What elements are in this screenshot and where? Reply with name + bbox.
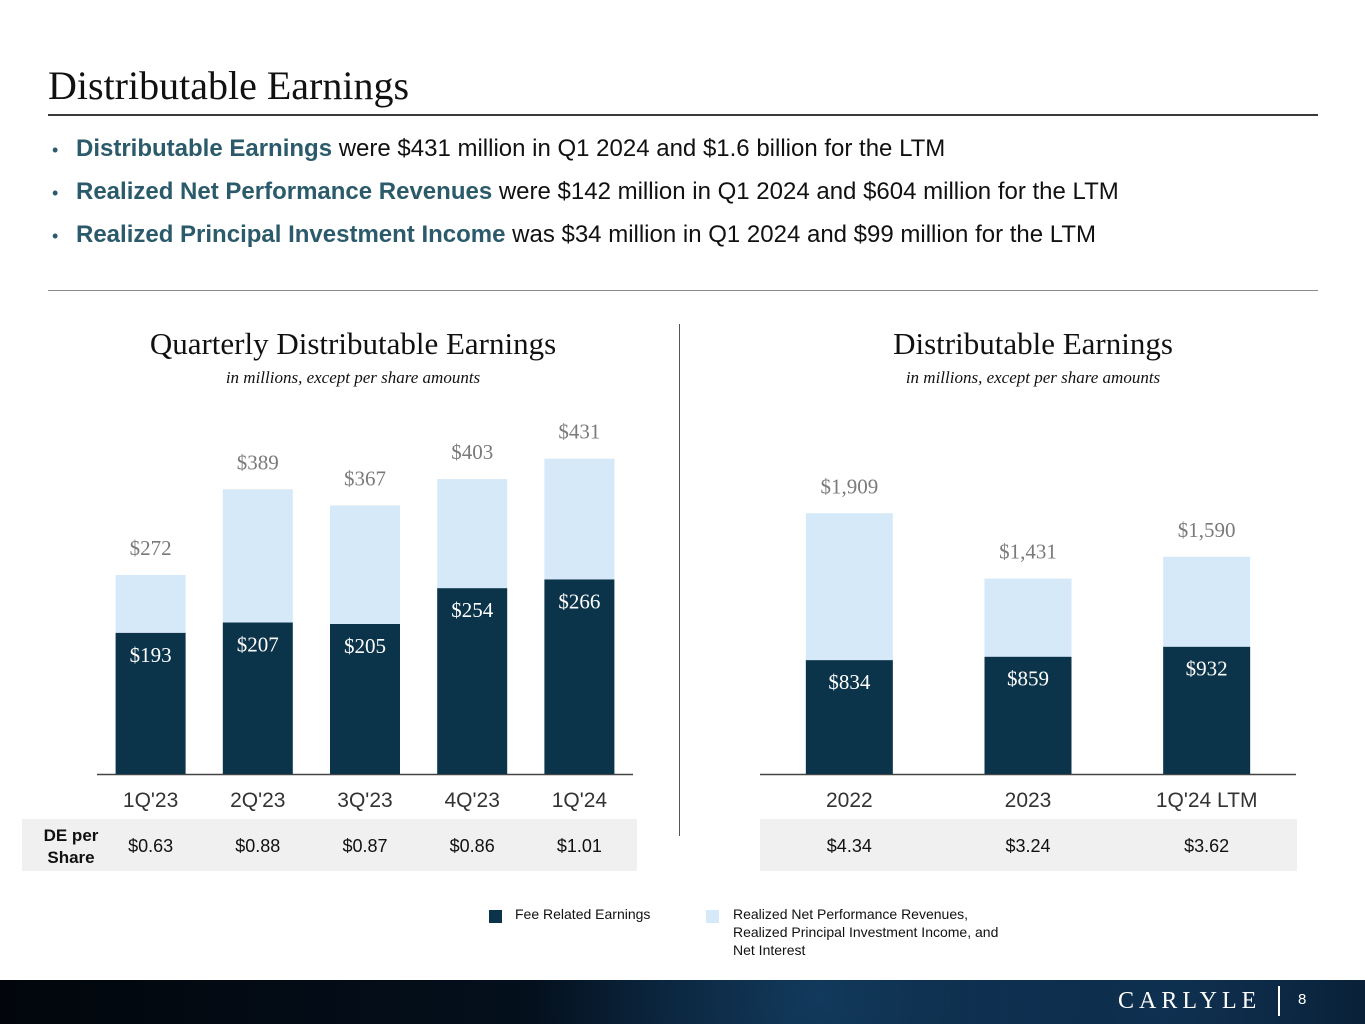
carlyle-logo: CARLYLE xyxy=(1118,988,1262,1014)
bar-fee-related-earnings xyxy=(115,632,186,774)
annual-chart-subtitle: in millions, except per share amounts xyxy=(905,368,1161,387)
bullet-highlight: Distributable Earnings xyxy=(76,135,333,162)
fre-value-label: $859 xyxy=(1007,667,1049,691)
bar-other-income xyxy=(437,479,508,589)
chart-divider xyxy=(679,324,680,836)
bar-other-income xyxy=(984,578,1072,657)
de-per-share-value: $3.24 xyxy=(1005,836,1051,856)
legend-fre-label: Fee Related Earnings xyxy=(515,906,651,922)
section-rule xyxy=(48,290,1318,291)
total-value-label: $1,431 xyxy=(999,540,1057,564)
bullet-text: were $142 million in Q1 2024 and $604 mi… xyxy=(492,178,1119,205)
fre-value-label: $932 xyxy=(1186,657,1228,681)
annual-de-chart: $834 $1,909 2022 $859 $1,431 2023 $932 $1,590 1Q… xyxy=(760,474,1296,812)
quarterly-de-chart: $193 $272 1Q'23 $207 $389 2Q'23 $205 $367 3Q'23 $… xyxy=(97,420,633,812)
bullet-item: • Realized Principal Investment Income wa… xyxy=(52,221,1096,248)
category-tick-label: 1Q'24 xyxy=(552,789,608,812)
fre-value-label: $834 xyxy=(828,670,871,694)
fre-value-label: $205 xyxy=(344,634,386,658)
title-rule xyxy=(48,114,1318,116)
annual-chart-title: Distributable Earnings xyxy=(893,326,1173,361)
fre-value-label: $266 xyxy=(558,589,600,613)
legend-other-line: Net Interest xyxy=(733,942,806,958)
bullet-item: • Distributable Earnings were $431 millio… xyxy=(52,135,946,162)
de-per-share-value: $0.87 xyxy=(342,836,388,856)
footer-band xyxy=(0,980,1365,1024)
legend-fre-swatch xyxy=(489,910,502,923)
total-value-label: $403 xyxy=(451,440,493,464)
category-tick-label: 1Q'23 xyxy=(123,789,178,812)
bar-other-income xyxy=(330,505,400,624)
legend-other-line: Realized Net Performance Revenues, xyxy=(733,906,969,922)
de-per-share-value: $1.01 xyxy=(556,836,602,856)
total-value-label: $1,590 xyxy=(1178,518,1236,542)
total-value-label: $367 xyxy=(344,466,386,490)
bar-fee-related-earnings xyxy=(805,660,893,774)
bullet-highlight: Realized Principal Investment Income xyxy=(76,221,506,248)
de-per-share-value: $3.62 xyxy=(1184,836,1230,856)
legend-other-label: Realized Net Performance Revenues, Reali… xyxy=(733,905,998,959)
bar-other-income xyxy=(222,489,293,623)
total-value-label: $389 xyxy=(237,450,279,474)
category-tick-label: 3Q'23 xyxy=(337,789,392,812)
total-value-label: $431 xyxy=(558,420,600,444)
summary-bullets: • Distributable Earnings were $431 millio… xyxy=(52,132,1119,261)
de-per-share-value: $0.63 xyxy=(128,836,174,856)
page-number: 8 xyxy=(1298,991,1307,1008)
category-tick-label: 4Q'23 xyxy=(445,789,500,812)
de-per-share-label: DE per Share xyxy=(43,826,99,867)
legend-other-swatch xyxy=(706,910,719,923)
legend-other-line: Realized Principal Investment Income, an… xyxy=(733,924,999,940)
bullet-text: were $431 million in Q1 2024 and $1.6 bi… xyxy=(332,135,946,162)
bullet-highlight: Realized Net Performance Revenues xyxy=(76,178,493,205)
fre-value-label: $193 xyxy=(130,643,172,667)
bar-other-income xyxy=(1163,556,1251,647)
de-per-share-value: $4.34 xyxy=(826,836,872,856)
bar-other-income xyxy=(544,458,615,580)
category-tick-label: 1Q'24 LTM xyxy=(1156,789,1258,812)
de-per-share-value: $0.86 xyxy=(449,836,495,856)
category-tick-label: 2022 xyxy=(826,789,873,812)
total-value-label: $1,909 xyxy=(820,474,878,498)
page-title: Distributable Earnings xyxy=(48,63,410,108)
bar-fee-related-earnings xyxy=(544,579,615,774)
bar-fee-related-earnings xyxy=(437,588,508,774)
category-tick-label: 2023 xyxy=(1005,789,1052,812)
quarterly-chart-subtitle: in millions, except per share amounts xyxy=(225,368,481,387)
total-value-label: $272 xyxy=(130,536,172,560)
fre-value-label: $254 xyxy=(451,598,494,622)
de-per-share-value: $0.88 xyxy=(235,836,281,856)
fre-value-label: $207 xyxy=(237,633,279,657)
de-per-share-row-right xyxy=(760,819,1297,871)
bar-fee-related-earnings xyxy=(330,623,400,774)
bar-fee-related-earnings xyxy=(984,656,1072,774)
logo-divider xyxy=(1278,986,1280,1016)
de-per-share-row-left xyxy=(22,819,637,871)
bar-other-income xyxy=(115,574,186,633)
bar-other-income xyxy=(805,513,893,661)
bullet-item: • Realized Net Performance Revenues were … xyxy=(52,178,1119,205)
category-tick-label: 2Q'23 xyxy=(230,789,285,812)
quarterly-chart-title: Quarterly Distributable Earnings xyxy=(149,326,557,361)
bullet-text: was $34 million in Q1 2024 and $99 milli… xyxy=(505,221,1096,248)
bar-fee-related-earnings xyxy=(1163,646,1251,774)
bar-fee-related-earnings xyxy=(222,622,293,774)
